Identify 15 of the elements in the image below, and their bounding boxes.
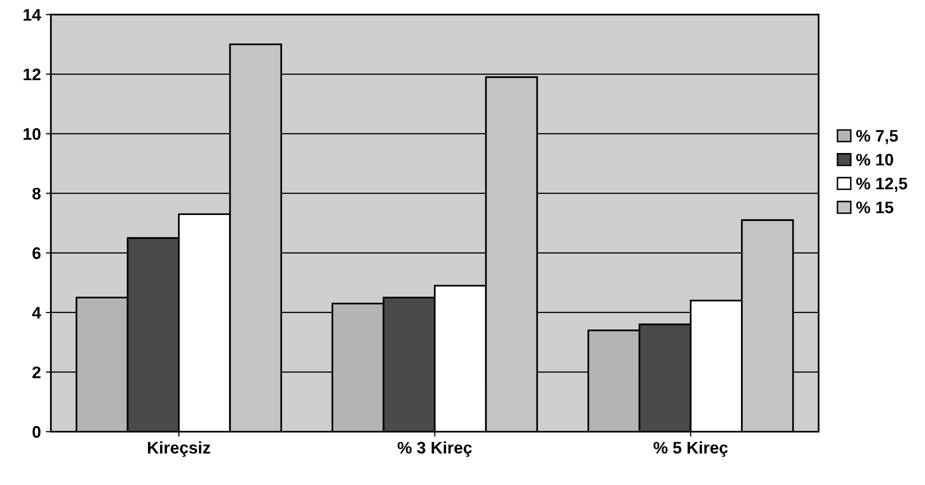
- legend-label: % 7,5: [856, 130, 898, 144]
- y-tick-label: 14: [24, 9, 42, 21]
- y-tick-label: 0: [32, 426, 40, 438]
- y-tick-label: 12: [24, 68, 40, 80]
- legend-label: % 12,5: [856, 178, 908, 192]
- legend-label: % 15: [856, 202, 894, 214]
- x-tick-label: % 3 Kireç: [398, 441, 472, 457]
- x-tick-label: % 5 Kireç: [654, 441, 728, 457]
- y-tick-label: 6: [32, 247, 41, 260]
- y-tick-label: 10: [24, 128, 40, 140]
- y-tick-label: 8: [32, 188, 41, 200]
- legend-label: % 10: [856, 154, 894, 166]
- x-tick-label: Kireçsiz: [148, 441, 210, 457]
- y-tick-label: 2: [32, 366, 40, 378]
- y-tick-label: 4: [32, 307, 42, 319]
